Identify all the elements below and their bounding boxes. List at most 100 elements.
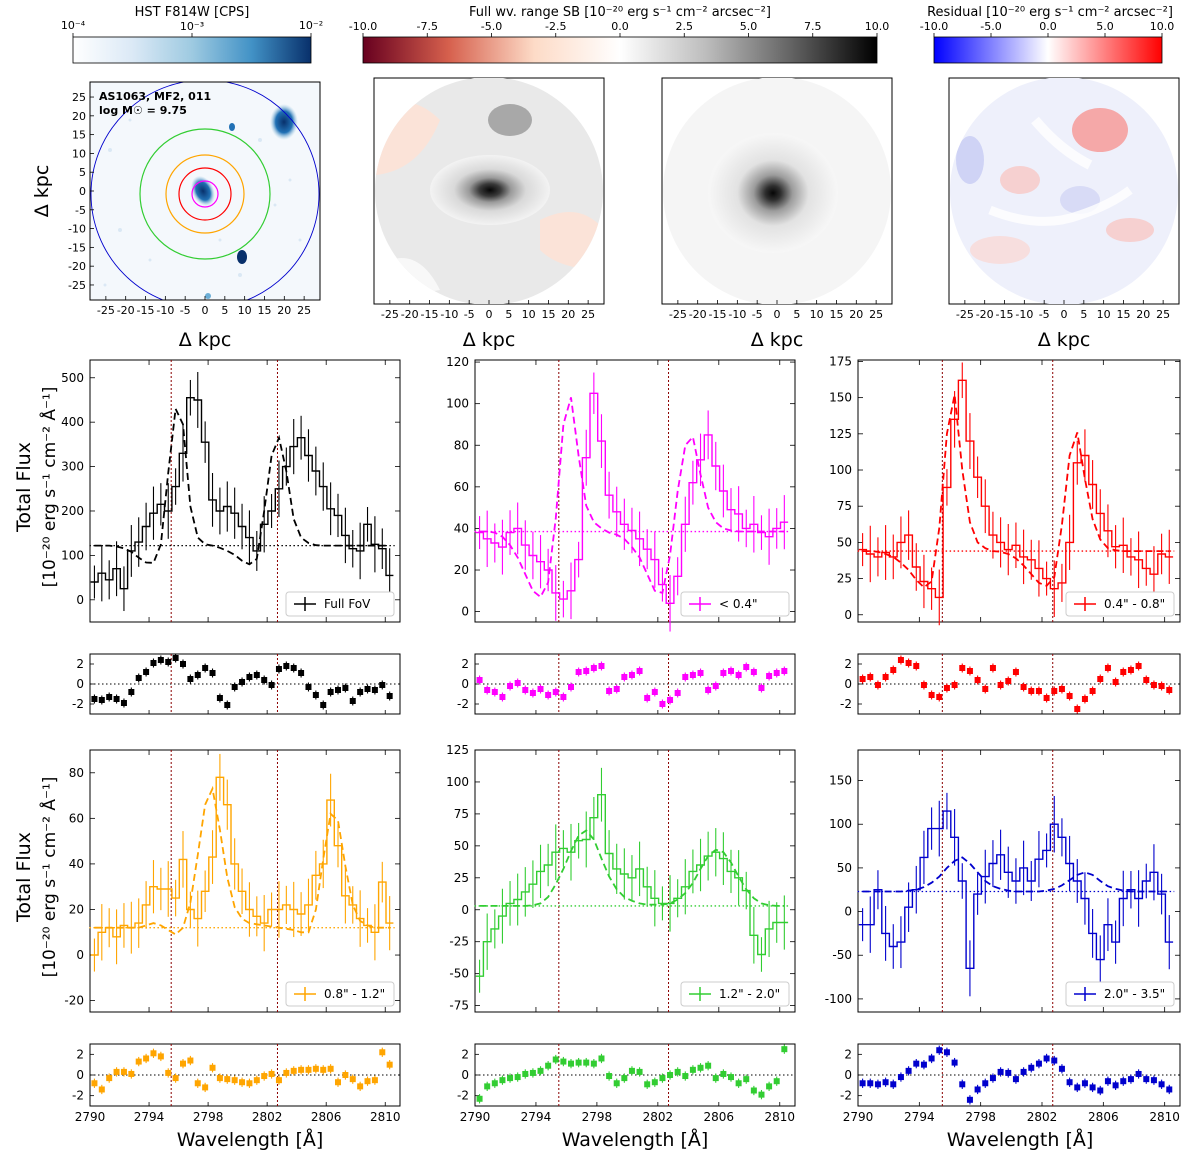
residual-point [91,1080,98,1087]
residual-map-panel: -25 -20 -15 -10 -5 0 5 10 15 20 25 Δ kpc [948,77,1180,351]
col3-x-axis-label: Wavelength [Å] [947,1128,1094,1151]
model-fit-line [479,829,785,907]
residual-point [590,1060,597,1067]
residual-point [1143,677,1150,683]
residual-point [905,1067,912,1074]
residual-point [943,685,950,691]
residual-y-tick-label: 0 [844,677,852,691]
residual-point [172,655,179,661]
residual-point [758,1091,765,1098]
residual-point [920,1061,927,1068]
residual-point [135,1058,142,1065]
residual-positive-blob-2 [1000,166,1040,194]
residual-point [897,657,904,663]
residual-point [712,683,719,689]
residual-point [1074,1084,1081,1091]
residual-y-tick-label: 0 [844,1068,852,1082]
legend-label: 0.8" - 1.2" [324,987,385,1001]
residual-point [1074,706,1081,712]
legend-box [680,591,790,617]
col2-x-axis-label: Wavelength [Å] [562,1128,709,1151]
residual-point [1043,1055,1050,1062]
residual-point [364,1078,371,1085]
residual-point [689,1066,696,1073]
residual-point [275,1077,282,1084]
map-x-tick-label: 5 [793,308,800,321]
row2-y-axis-label-line1: Total Flux [13,832,35,923]
legend-label: < 0.4" [719,597,757,611]
residual-point [320,1066,327,1073]
y-tick-label: 400 [61,415,84,429]
residual-point [1058,686,1065,692]
residual-point [268,682,275,688]
residual-panel-1: -2 0 2 [72,653,401,715]
residual-point [575,669,582,675]
map-x-tick-label: 15 [1116,308,1130,321]
residual-point [349,1076,356,1083]
flux-step-line [475,392,789,604]
residual-point [275,666,282,672]
hst-y-axis-label: Δ kpc [31,165,53,218]
residual-point [386,1061,393,1068]
y-tick-label: 100 [446,775,469,789]
map-x-tick-label: 0 [202,304,209,317]
residual-point [371,687,378,693]
colorbar-sb-title: Full wv. range SB [10⁻²⁰ erg s⁻¹ cm⁻² ar… [469,5,771,20]
map-x-tick-label: -15 [709,308,727,321]
map-y-tick-label: -5 [75,204,86,217]
residual-point [98,697,105,703]
residual-point [667,1072,674,1078]
colorbar-tick-label: -10.0 [349,20,377,33]
residual-point [598,1055,605,1062]
residual-point [773,1078,780,1085]
map-x-tick-label: -20 [976,308,994,321]
residual-point [1143,1076,1150,1083]
residual-point [335,687,341,693]
residual-point [982,686,989,692]
map-x-tick-label: -15 [421,308,439,321]
residual-x-tick-label: 2794 [904,1110,935,1124]
residual-y-tick-label: 0 [76,1068,84,1082]
residual-point [529,1069,536,1076]
residual-point [859,676,866,682]
residual-point [568,684,574,690]
map-x-tick-label: -20 [689,308,707,321]
residual-point [1012,669,1019,675]
residual-point [552,1056,559,1063]
residual-point [98,1086,105,1093]
spectrum-panel-2: 0 20 40 60 80 100 120 < 0.4" -2 0 2 [446,355,796,715]
colorbar-tick-label: 7.5 [804,20,822,33]
y-tick-label: 200 [61,504,84,518]
map-y-tick-label: -10 [68,223,86,236]
residual-point [268,1070,275,1077]
residual-point [1081,1080,1088,1087]
y-tick-label: 120 [446,355,469,369]
residual-point [773,670,780,676]
colorbar-tick-label: 10.0 [865,20,890,33]
hst-annotation-mass: log M☉ = 9.75 [99,104,187,117]
residual-point [728,668,734,674]
residual-point [1051,1057,1058,1064]
residual-point [1005,678,1012,684]
model-map-panel: -25 -20 -15 -10 -5 0 5 10 15 20 25 Δ kpc [661,77,893,351]
residual-point [1166,687,1173,693]
residual-point [560,1058,567,1065]
residual-point [514,680,521,686]
residual-point [674,1068,681,1075]
y-tick-label: 75 [837,499,852,513]
residual-point [928,1055,935,1062]
residual-point [386,693,393,699]
residual-x-tick-label: 2794 [521,1110,552,1124]
residual-point [874,682,881,688]
colorbar-sb-ticks: -10.0 -7.5 -5.0 -2.5 0.0 2.5 5.0 7.5 10.0 [349,20,889,37]
residual-point [143,669,150,675]
map-x-tick-label: -5 [180,304,191,317]
map-x-tick-label: 25 [1156,308,1170,321]
residual-point [697,670,704,676]
residual-point [628,1067,635,1074]
residual-point [150,660,157,666]
colorbar-residual-title: Residual [10⁻²⁰ erg s⁻¹ cm⁻² arcsec⁻²] [927,5,1173,20]
residual-point [91,696,98,702]
residual-x-tick-label: 2806 [311,1110,342,1124]
